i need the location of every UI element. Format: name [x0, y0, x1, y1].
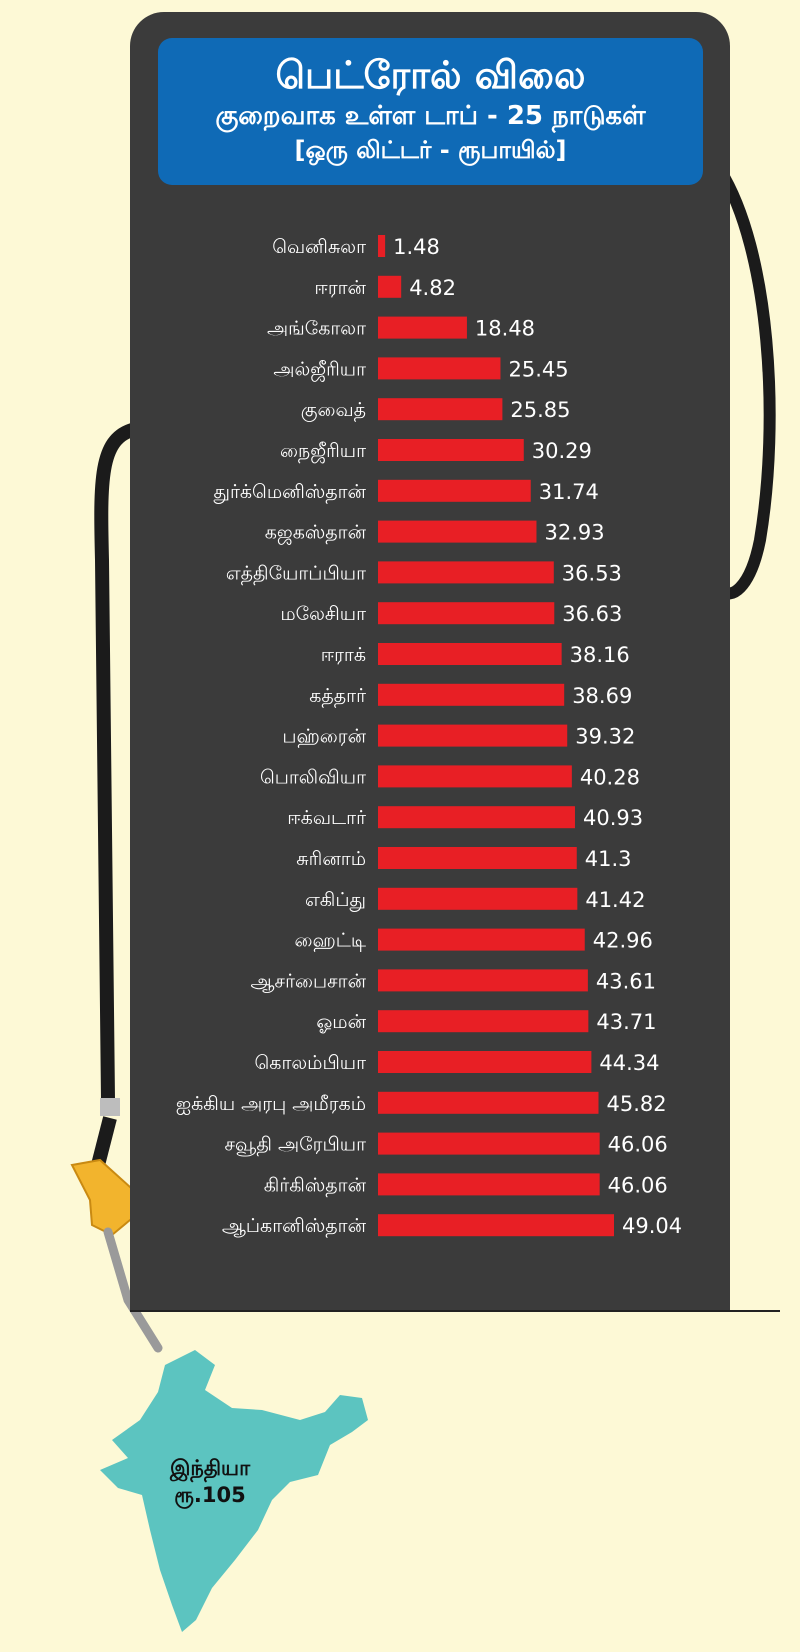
price-bar [378, 1132, 600, 1155]
value-label: 25.85 [510, 398, 570, 422]
category-label: ஆப்கானிஸ்தான் [222, 1215, 367, 1238]
india-price-label: ரூ.105 [174, 1483, 246, 1507]
value-label: 36.53 [562, 561, 622, 585]
price-bar [378, 1010, 589, 1033]
category-label: பஹ்ரைன் [282, 726, 366, 748]
pump-base-line [130, 1310, 780, 1312]
category-label: குவைத் [301, 399, 366, 422]
value-label: 46.06 [608, 1133, 668, 1157]
category-label: கத்தார் [309, 685, 366, 708]
category-label: எகிப்து [305, 889, 366, 912]
value-label: 31.74 [539, 480, 599, 504]
category-label: ஐக்கிய அரபு அமீரகம் [176, 1093, 366, 1115]
value-label: 42.96 [593, 929, 653, 953]
price-bar [378, 439, 524, 461]
value-label: 38.16 [570, 643, 630, 667]
category-label: ஈரான் [314, 277, 366, 299]
hose-collar [100, 1098, 120, 1116]
category-label: ஈக்வடார் [287, 807, 366, 829]
price-bar [378, 928, 585, 951]
category-label: எத்தியோப்பியா [226, 562, 366, 585]
category-label: மலேசியா [280, 603, 366, 625]
price-bar [378, 847, 577, 869]
price-bar [378, 275, 402, 298]
category-label: சுரினாம் [296, 848, 366, 870]
category-label: கொலம்பியா [255, 1052, 367, 1074]
value-label: 4.82 [409, 276, 456, 300]
price-bar [378, 561, 554, 584]
value-label: 46.06 [608, 1173, 668, 1197]
value-label: 39.32 [575, 725, 635, 749]
price-bar [378, 765, 572, 788]
value-label: 1.48 [393, 235, 440, 259]
category-label: துர்க்மெனிஸ்தான் [213, 481, 366, 504]
value-label: 38.69 [572, 684, 632, 708]
india-country-label: இந்தியா [169, 1456, 251, 1480]
india-callout: இந்தியா ரூ.105 [150, 1455, 270, 1509]
value-label: 40.93 [583, 806, 643, 830]
category-label: அங்கோலா [267, 318, 366, 340]
value-label: 49.04 [622, 1214, 682, 1238]
value-label: 41.42 [585, 888, 645, 912]
value-label: 44.34 [599, 1051, 659, 1075]
value-label: 32.93 [544, 521, 604, 545]
price-bar [378, 887, 578, 910]
value-label: 43.71 [596, 1010, 656, 1034]
price-bar [378, 520, 537, 543]
value-label: 41.3 [585, 847, 632, 871]
category-label: கிர்கிஸ்தான் [264, 1174, 367, 1197]
category-label: நைஜீரியா [280, 440, 366, 463]
value-label: 40.28 [580, 765, 640, 789]
hose-lower [91, 1116, 117, 1167]
price-bar [378, 316, 467, 339]
category-label: ஈராக் [321, 644, 366, 666]
price-bar [378, 398, 503, 421]
category-label: சவூதி அரேபியா [224, 1134, 366, 1157]
unit-note: [ஒரு லிட்டர் - ரூபாயில்] [294, 136, 567, 164]
value-label: 45.82 [607, 1092, 667, 1116]
category-label: ஹைட்டி [294, 930, 366, 952]
value-label: 18.48 [475, 317, 535, 341]
value-label: 36.63 [562, 602, 622, 626]
india-map-shape [100, 1350, 368, 1632]
category-label: கஜகஸ்தான் [265, 522, 367, 545]
price-bar [378, 969, 588, 992]
nozzle-spout [103, 1227, 163, 1353]
price-bar [378, 602, 555, 625]
value-label: 43.61 [596, 969, 656, 993]
hose-right-loop [714, 164, 776, 600]
price-bar [378, 1091, 599, 1114]
category-label: ஓமன் [316, 1011, 366, 1033]
category-label: பொலிவியா [260, 766, 366, 788]
category-label: அல்ஜீரியா [273, 358, 366, 381]
price-bar [378, 683, 565, 706]
value-label: 25.45 [508, 357, 568, 381]
price-bar [378, 724, 568, 747]
category-label: ஆசர்பைசான் [251, 970, 367, 992]
price-bar [378, 1051, 592, 1073]
chart-subtitle: குறைவாக உள்ள டாப் - 25 நாடுகள் [215, 101, 646, 131]
price-bar [378, 643, 562, 665]
price-bar [378, 479, 531, 502]
price-bar [378, 235, 386, 257]
category-label: வெனிசுலா [272, 236, 366, 258]
price-bar [378, 806, 575, 829]
price-bar [378, 357, 501, 380]
chart-title: பெட்ரோல் விலை [275, 53, 586, 97]
value-label: 30.29 [532, 439, 592, 463]
price-bar [378, 1214, 614, 1237]
hose-left-loop [94, 423, 139, 1107]
price-bar [378, 1173, 600, 1196]
title-banner: பெட்ரோல் விலை குறைவாக உள்ள டாப் - 25 நாட… [158, 38, 703, 185]
